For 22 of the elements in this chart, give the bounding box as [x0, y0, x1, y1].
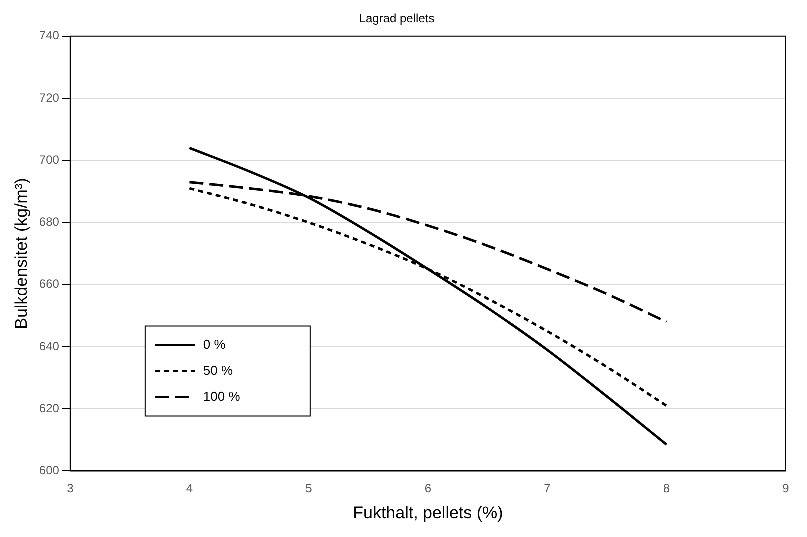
y-tick-label: 620 — [39, 401, 60, 416]
y-tick-label: 700 — [39, 152, 60, 167]
legend-label: 0 % — [203, 336, 226, 352]
x-tick-label: 4 — [186, 482, 194, 496]
y-tick-label: 680 — [39, 215, 60, 230]
x-tick-label: 3 — [67, 482, 74, 496]
line-series — [188, 146, 668, 446]
legend-label: 50 % — [203, 362, 234, 378]
y-axis-title: Bulkdensitet (kg/m³) — [12, 178, 31, 330]
x-axis-title: Fukthalt, pellets (%) — [353, 503, 504, 522]
x-tick-label: 8 — [663, 482, 670, 496]
legend-label: 100 % — [203, 388, 241, 404]
y-tick-label: 740 — [39, 28, 60, 43]
y-tick-label: 720 — [39, 90, 60, 105]
chart-title: Lagrad pellets — [359, 12, 435, 26]
x-tick-label: 6 — [424, 482, 432, 496]
x-tick-label: 7 — [544, 482, 552, 496]
x-tick-label: 5 — [306, 482, 313, 496]
y-tick-label: 660 — [39, 277, 60, 292]
y-tick-label: 640 — [39, 339, 60, 354]
x-tick-label: 9 — [782, 482, 790, 496]
y-tick-label: 600 — [39, 464, 60, 478]
